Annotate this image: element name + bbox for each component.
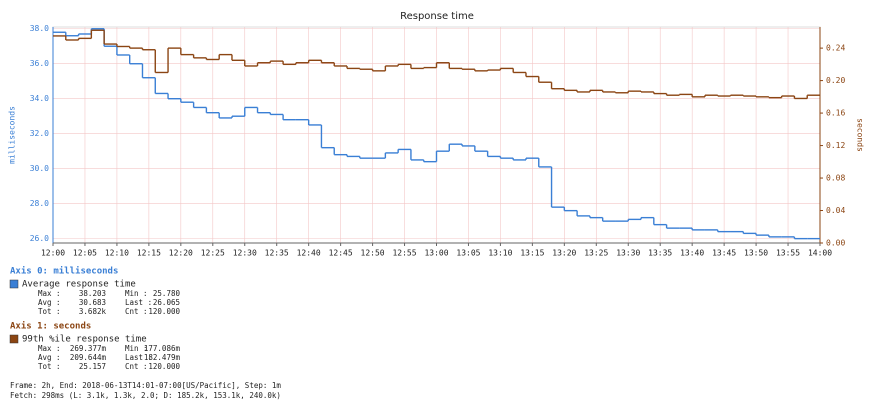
x-tick-label: 12:35 (265, 249, 289, 258)
y2-tick-label: 0.00 (826, 239, 845, 248)
legend-stat: Tot : (38, 362, 61, 371)
x-tick-label: 13:20 (552, 249, 576, 258)
step-riser (65, 30, 808, 99)
x-tick-label: 13:00 (424, 249, 448, 258)
y-tick-label: 28.0 (30, 199, 49, 208)
x-tick-label: 13:30 (616, 249, 640, 258)
y-axis-label: milliseconds (8, 106, 17, 164)
legend-stat: 38.203 (79, 289, 106, 298)
legend-stat: Last : (125, 353, 152, 362)
legend-stat: Cnt : (125, 307, 148, 316)
x-tick-label: 12:20 (169, 249, 193, 258)
x-tick-label: 13:55 (776, 249, 800, 258)
x-tick-label: 13:15 (520, 249, 544, 258)
x-tick-label: 13:10 (488, 249, 512, 258)
legend-stat: Max : (38, 289, 61, 298)
x-tick-label: 12:25 (201, 249, 225, 258)
legend-heading: Axis 1: seconds (10, 321, 91, 332)
x-tick-label: 12:50 (361, 249, 385, 258)
y2-tick-label: 0.12 (826, 141, 845, 150)
y2-tick-label: 0.24 (826, 44, 845, 53)
legend-entry: Average response time (22, 280, 136, 290)
footer-line: Frame: 2h, End: 2018-06-13T14:01-07:00[U… (10, 381, 281, 390)
x-tick-label: 13:25 (584, 249, 608, 258)
y2-tick-label: 0.16 (826, 109, 845, 118)
legend-stat: 209.644m (70, 353, 107, 362)
legend-stat: 177.086m (144, 344, 181, 353)
legend-stat: Min : (125, 289, 148, 298)
legend-heading: Axis 0: milliseconds (10, 266, 118, 277)
legend-swatch (9, 279, 19, 289)
x-tick-label: 12:00 (41, 249, 65, 258)
legend-stat: Cnt : (125, 362, 148, 371)
legend-entry: 99th %ile response time (22, 335, 147, 345)
x-tick-label: 12:55 (392, 249, 416, 258)
legend-stat: Min : (125, 344, 148, 353)
legend-stat: 25.157 (79, 362, 106, 371)
x-tick-label: 12:45 (329, 249, 353, 258)
legend-stat: 120.000 (148, 362, 180, 371)
x-tick-label: 12:30 (233, 249, 257, 258)
y-tick-label: 36.0 (30, 59, 49, 68)
legend-stat: Last : (125, 298, 152, 307)
legend-stat: Avg : (38, 353, 61, 362)
y2-axis-label: seconds (856, 118, 865, 152)
y2-tick-label: 0.08 (826, 174, 845, 183)
legend-stat: Avg : (38, 298, 61, 307)
x-tick-label: 13:40 (680, 249, 704, 258)
y2-tick-label: 0.04 (826, 206, 845, 215)
x-tick-label: 12:05 (73, 249, 97, 258)
y-tick-label: 26.0 (30, 234, 49, 243)
x-tick-label: 13:05 (456, 249, 480, 258)
legend-stat: Max : (38, 344, 61, 353)
legend-swatch (9, 334, 19, 344)
x-tick-label: 14:00 (808, 249, 832, 258)
legend-stat: 182.479m (144, 353, 181, 362)
legend-stat: Tot : (38, 307, 61, 316)
footer-line: Fetch: 298ms (L: 3.1k, 1.3k, 2.0; D: 185… (10, 391, 281, 400)
x-tick-label: 12:10 (105, 249, 129, 258)
legend-stat: 30.683 (79, 298, 106, 307)
x-tick-label: 13:50 (744, 249, 768, 258)
y-tick-label: 38.0 (30, 24, 49, 33)
x-tick-label: 13:45 (712, 249, 736, 258)
y-tick-label: 34.0 (30, 94, 49, 103)
x-tick-label: 13:35 (648, 249, 672, 258)
x-tick-label: 12:40 (297, 249, 321, 258)
y-tick-label: 32.0 (30, 129, 49, 138)
legend-stat: 3.682k (79, 307, 107, 316)
chart-title: Response time (400, 11, 474, 22)
legend-stat: 269.377m (70, 344, 107, 353)
y2-tick-label: 0.20 (826, 76, 845, 85)
y-tick-label: 30.0 (30, 164, 49, 173)
legend-stat: 120.000 (148, 307, 180, 316)
legend-stat: 26.065 (153, 298, 180, 307)
x-tick-label: 12:15 (137, 249, 161, 258)
legend-stat: 25.780 (153, 289, 181, 298)
